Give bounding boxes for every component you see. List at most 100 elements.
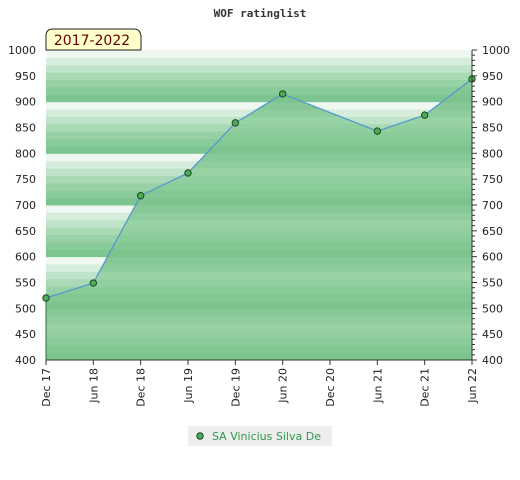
x-tick-label: Dec 20 [324, 368, 337, 407]
area-band [46, 264, 472, 272]
area-band [46, 182, 472, 191]
y-tick-label-left: 750 [15, 173, 36, 186]
data-point [42, 294, 50, 302]
y-tick-label-right: 400 [482, 354, 503, 367]
area-band [46, 145, 472, 154]
period-badge-shape [45, 28, 142, 51]
x-tick-label: Jun 18 [87, 368, 100, 404]
area-band [46, 190, 472, 199]
x-tick-label: Jun 20 [277, 368, 290, 404]
area-band [46, 205, 472, 213]
chart-title: WOF ratinglist [214, 7, 307, 20]
y-tick-label-right: 550 [482, 277, 503, 290]
x-tick-label: Dec 19 [229, 368, 242, 407]
area-band [46, 197, 472, 206]
y-tick-label-right: 450 [482, 328, 503, 341]
x-tick-label: Jun 22 [466, 368, 479, 404]
area-band [46, 323, 472, 331]
data-point [278, 90, 287, 98]
legend-marker [196, 432, 204, 440]
area-band [46, 131, 472, 140]
legend: SA Vinicius Silva De [188, 426, 332, 446]
area-band [46, 256, 472, 265]
area-band [46, 249, 472, 258]
area-band [46, 227, 472, 236]
background-band [46, 86, 472, 95]
y-tick-label-left: 650 [15, 225, 36, 238]
area-band [46, 175, 472, 184]
background-band [46, 101, 472, 110]
rating-markers [42, 75, 476, 302]
x-tick-label: Dec 18 [135, 368, 148, 407]
x-tick-label: Dec 17 [40, 368, 53, 407]
y-tick-label-right: 800 [482, 147, 503, 160]
period-badge-text: 2017-2022 [54, 33, 130, 49]
background-band [46, 64, 472, 73]
area-band [46, 315, 472, 324]
area-band [46, 138, 472, 147]
area-band [46, 234, 472, 243]
data-point [136, 192, 145, 200]
background-band [46, 57, 472, 66]
area-band [46, 293, 472, 302]
area-band [46, 352, 472, 360]
y-tick-label-left: 900 [15, 96, 36, 109]
y-tick-label-left: 850 [15, 122, 36, 135]
x-tick-label: Dec 21 [419, 368, 432, 407]
area-band [46, 330, 472, 339]
y-tick-label-right: 900 [482, 96, 503, 109]
y-tick-label-right: 750 [482, 173, 503, 186]
background-band [46, 79, 472, 88]
legend-box [188, 426, 332, 446]
y-tick-label-left: 500 [15, 302, 36, 315]
area-band [46, 212, 472, 221]
y-tick-label-right: 500 [482, 302, 503, 315]
y-tick-label-left: 450 [15, 328, 36, 341]
x-tick-label: Jun 21 [371, 368, 384, 404]
data-point [231, 119, 240, 127]
y-tick-label-right: 700 [482, 199, 503, 212]
y-tick-label-left: 800 [15, 147, 36, 160]
y-tick-label-right: 1000 [482, 44, 510, 57]
y-tick-label-right: 650 [482, 225, 503, 238]
data-point [184, 169, 192, 177]
y-tick-label-left: 1000 [8, 44, 36, 57]
area-band [46, 286, 472, 295]
x-tick-label: Jun 19 [182, 368, 195, 404]
y-tick-label-right: 600 [482, 251, 503, 264]
area-band [46, 241, 472, 250]
area-band [46, 168, 472, 176]
y-tick-label-left: 400 [15, 354, 36, 367]
x-axis-labels: Dec 17 Jun 18 Dec 18 Jun 19 Dec 19 Jun 20 Dec … [40, 368, 479, 407]
area-band [46, 219, 472, 228]
background-band [46, 94, 472, 103]
area-band [46, 123, 472, 132]
data-point [373, 127, 382, 135]
y-tick-label-left: 700 [15, 199, 36, 212]
area-band [46, 337, 472, 346]
y-tick-label-right: 950 [482, 70, 503, 83]
y-tick-label-left: 950 [15, 70, 36, 83]
area-band [46, 109, 472, 117]
legend-series-name: SA Vinicius Silva De [212, 430, 321, 443]
area-band-overlay [46, 78, 472, 360]
period-badge: 2017-2022 [45, 28, 142, 51]
data-point [89, 279, 98, 287]
background-band [46, 72, 472, 81]
area-band [46, 160, 472, 169]
area-band [46, 300, 472, 309]
area-band [46, 153, 472, 162]
y-axis-left-labels: 400 450 500 550 600 650 700 750 800 850 900 950 1000 [8, 44, 36, 367]
area-band [46, 271, 472, 280]
y-tick-label-right: 850 [482, 122, 503, 135]
y-tick-label-left: 600 [15, 251, 36, 264]
area-band [46, 308, 472, 317]
area-band [46, 278, 472, 287]
area-band [46, 116, 472, 125]
axes [45, 49, 477, 365]
area-band [46, 345, 472, 354]
data-point [420, 111, 429, 119]
y-tick-label-left: 550 [15, 277, 36, 290]
background-band [46, 50, 472, 58]
